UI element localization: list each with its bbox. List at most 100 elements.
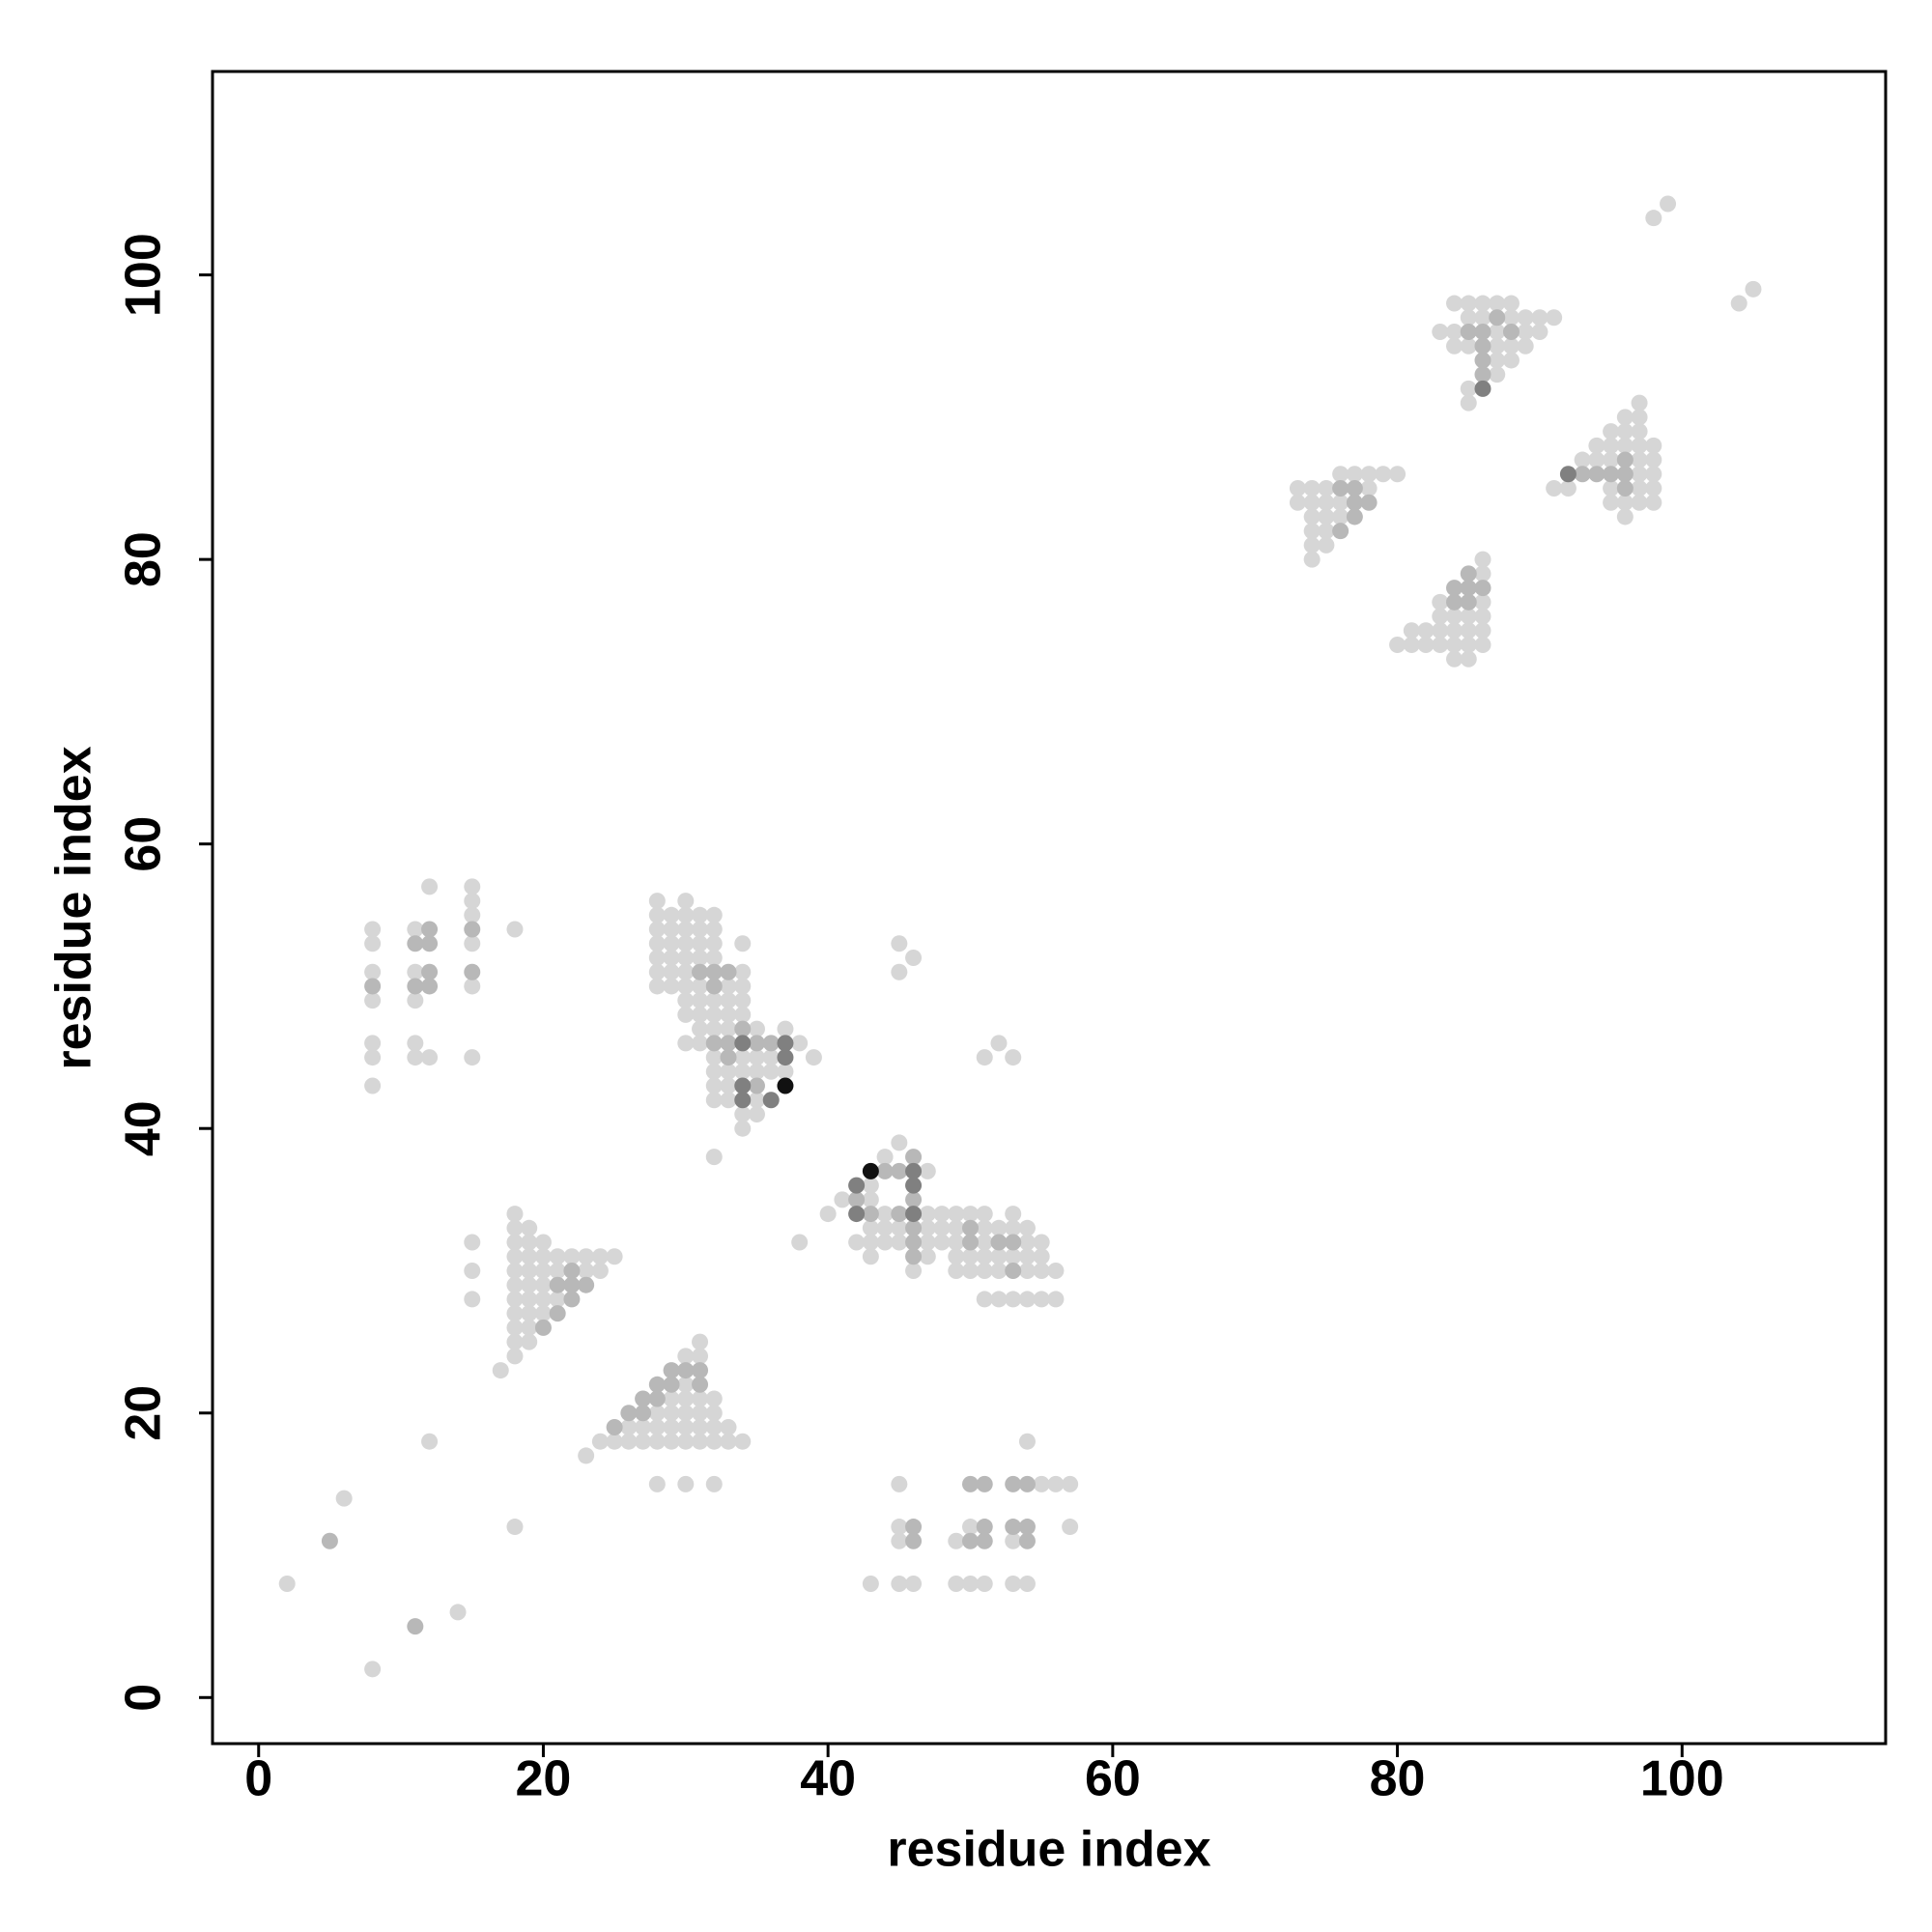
point (1432, 324, 1449, 341)
point (962, 1262, 980, 1279)
point (506, 1206, 524, 1223)
point (521, 1276, 538, 1293)
point (364, 1049, 382, 1066)
point (606, 1433, 623, 1450)
point (1005, 1262, 1022, 1279)
point (692, 1333, 709, 1350)
point (976, 1219, 993, 1236)
point (635, 1405, 652, 1422)
point (1005, 1234, 1022, 1251)
point (876, 1219, 894, 1236)
point (648, 1433, 666, 1450)
point (1603, 423, 1620, 440)
point (705, 935, 723, 952)
x-axis-title: residue index (887, 1822, 1210, 1878)
point (1318, 494, 1335, 511)
point (1730, 295, 1747, 312)
x-tick-label: 40 (800, 1751, 856, 1807)
point (1660, 195, 1677, 213)
point (506, 1262, 524, 1279)
point (1417, 622, 1435, 639)
point (1332, 494, 1350, 511)
point (534, 1234, 552, 1251)
point (891, 963, 908, 980)
point (506, 1305, 524, 1322)
point (891, 1134, 908, 1151)
point (734, 1433, 752, 1450)
point (663, 1376, 680, 1393)
x-tick-label: 80 (1370, 1751, 1426, 1807)
point (734, 1035, 752, 1052)
point (648, 963, 666, 980)
point (1047, 1291, 1065, 1308)
point (1645, 466, 1662, 483)
point (734, 992, 752, 1009)
point (734, 1049, 752, 1066)
point (549, 1305, 566, 1322)
point (705, 1049, 723, 1066)
point (919, 1206, 936, 1223)
point (748, 1063, 765, 1080)
point (1474, 551, 1492, 568)
point (549, 1276, 566, 1293)
point (549, 1262, 566, 1279)
point (521, 1248, 538, 1265)
point (720, 1092, 737, 1109)
point (734, 978, 752, 995)
point (421, 935, 439, 952)
point (1018, 1234, 1036, 1251)
point (521, 1333, 538, 1350)
point (1062, 1475, 1079, 1492)
point (705, 1418, 723, 1435)
point (976, 1234, 993, 1251)
point (905, 949, 923, 966)
point (677, 949, 695, 966)
point (1474, 366, 1492, 384)
point (734, 963, 752, 980)
point (891, 1519, 908, 1536)
point (962, 1519, 980, 1536)
point (1033, 1248, 1050, 1265)
point (663, 1390, 680, 1407)
point (948, 1248, 965, 1265)
point (1645, 451, 1662, 469)
point (677, 1006, 695, 1023)
point (1446, 593, 1463, 611)
point (1033, 1291, 1050, 1308)
point (648, 978, 666, 995)
point (905, 1177, 923, 1194)
point (1318, 479, 1335, 497)
point (748, 1020, 765, 1037)
point (364, 1077, 382, 1094)
point (563, 1262, 581, 1279)
point (1005, 1291, 1022, 1308)
plot-frame (211, 70, 1888, 1746)
point (748, 1077, 765, 1094)
point (1460, 608, 1477, 625)
point (563, 1248, 581, 1265)
point (905, 1575, 923, 1592)
point (862, 1177, 879, 1194)
point (1460, 580, 1477, 597)
x-tick-label: 0 (244, 1751, 272, 1807)
point (663, 1433, 680, 1450)
point (990, 1248, 1008, 1265)
point (720, 1433, 737, 1450)
point (677, 1418, 695, 1435)
point (734, 1063, 752, 1080)
point (1559, 466, 1577, 483)
point (1047, 1262, 1065, 1279)
point (464, 1049, 481, 1066)
point (1616, 423, 1634, 440)
point (620, 1418, 638, 1435)
point (1745, 280, 1762, 298)
point (1616, 479, 1634, 497)
point (976, 1049, 993, 1066)
point (464, 921, 481, 938)
point (677, 893, 695, 910)
point (407, 978, 424, 995)
point (692, 992, 709, 1009)
point (705, 978, 723, 995)
point (635, 1390, 652, 1407)
point (876, 1206, 894, 1223)
